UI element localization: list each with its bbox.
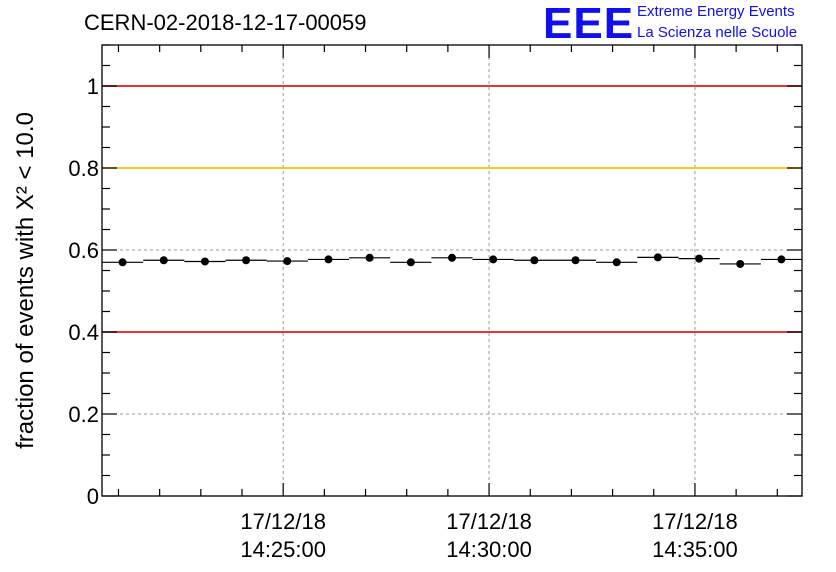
data-point [242,256,251,265]
data-point [406,258,415,267]
x-tick-label-date: 17/12/18 [240,509,326,534]
x-tick-label-date: 17/12/18 [652,509,738,534]
grid-lines [102,45,802,496]
x-tick-label-time: 14:35:00 [652,537,738,562]
data-point [200,257,209,266]
x-tick-label-date: 17/12/18 [446,509,532,534]
y-tick-label: 0.4 [68,320,99,345]
data-point [736,259,745,268]
y-axis-label: fraction of events with Χ² < 10.0 [12,112,39,449]
data-point [530,256,539,265]
data-point [489,255,498,264]
data-point [777,255,786,264]
logo-line-1: Extreme Energy Events [637,3,795,20]
data-point [612,258,621,267]
x-tick-label-time: 14:25:00 [240,537,326,562]
logo-line-2: La Scienza nelle Scuole [637,24,798,41]
data-point [448,253,456,262]
data-point [365,253,374,262]
data-points [102,253,802,268]
data-point [653,253,662,262]
y-tick-label: 0.6 [68,238,99,263]
tick-labels: 0 0.2 0.4 0.6 0.8 1 17/12/18 14:25:00 17/12/18 14… [68,74,737,562]
eee-logo: EEE [543,0,635,48]
y-tick-label: 0.8 [68,156,99,181]
reference-lines [102,85,802,333]
data-point [159,256,168,265]
data-point [571,256,580,265]
y-tick-label: 0 [87,484,99,509]
data-point [695,254,704,263]
data-point [118,258,127,267]
y-tick-label: 0.2 [68,402,99,427]
data-point [324,255,333,264]
y-tick-label: 1 [87,74,99,99]
data-point [283,257,292,266]
run-title: CERN-02-2018-12-17-00059 [84,10,367,35]
plot-frame [101,44,803,497]
axis-ticks [102,44,802,497]
x-tick-label-time: 14:30:00 [446,537,532,562]
